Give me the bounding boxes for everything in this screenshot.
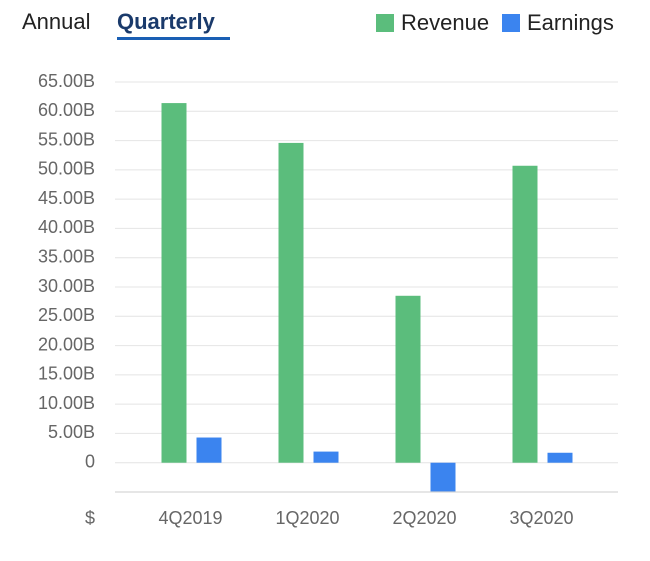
tab-quarterly[interactable]: Quarterly [117, 9, 216, 34]
y-tick-label: 25.00B [38, 305, 95, 325]
bar [395, 295, 421, 463]
y-tick-label: 5.00B [48, 422, 95, 442]
y-tick-label: 10.00B [38, 393, 95, 413]
legend-swatch [502, 14, 520, 32]
legend-swatch [376, 14, 394, 32]
tab-annual[interactable]: Annual [22, 9, 91, 34]
y-tick-label: 65.00B [38, 71, 95, 91]
bar [278, 142, 304, 463]
legend-label: Revenue [401, 10, 489, 35]
x-tick-label: 1Q2020 [275, 508, 339, 528]
y-tick-label: 40.00B [38, 217, 95, 237]
y-tick-label: 60.00B [38, 100, 95, 120]
bar [313, 451, 339, 463]
y-tick-label: 35.00B [38, 246, 95, 266]
unit-label: $ [85, 508, 95, 528]
x-tick-label: 2Q2020 [392, 508, 456, 528]
y-tick-label: 50.00B [38, 159, 95, 179]
bar [430, 462, 456, 492]
x-tick-label: 3Q2020 [509, 508, 573, 528]
x-tick-label: 4Q2019 [158, 508, 222, 528]
legend-label: Earnings [527, 10, 614, 35]
bar [161, 103, 187, 463]
y-tick-label: 20.00B [38, 334, 95, 354]
tab-underline [117, 37, 230, 40]
y-tick-label: 55.00B [38, 129, 95, 149]
y-tick-label: 0 [85, 451, 95, 471]
y-tick-label: 30.00B [38, 276, 95, 296]
y-tick-label: 45.00B [38, 188, 95, 208]
bar [196, 437, 222, 463]
bar [547, 452, 573, 463]
y-tick-label: 15.00B [38, 364, 95, 384]
bar [512, 165, 538, 463]
